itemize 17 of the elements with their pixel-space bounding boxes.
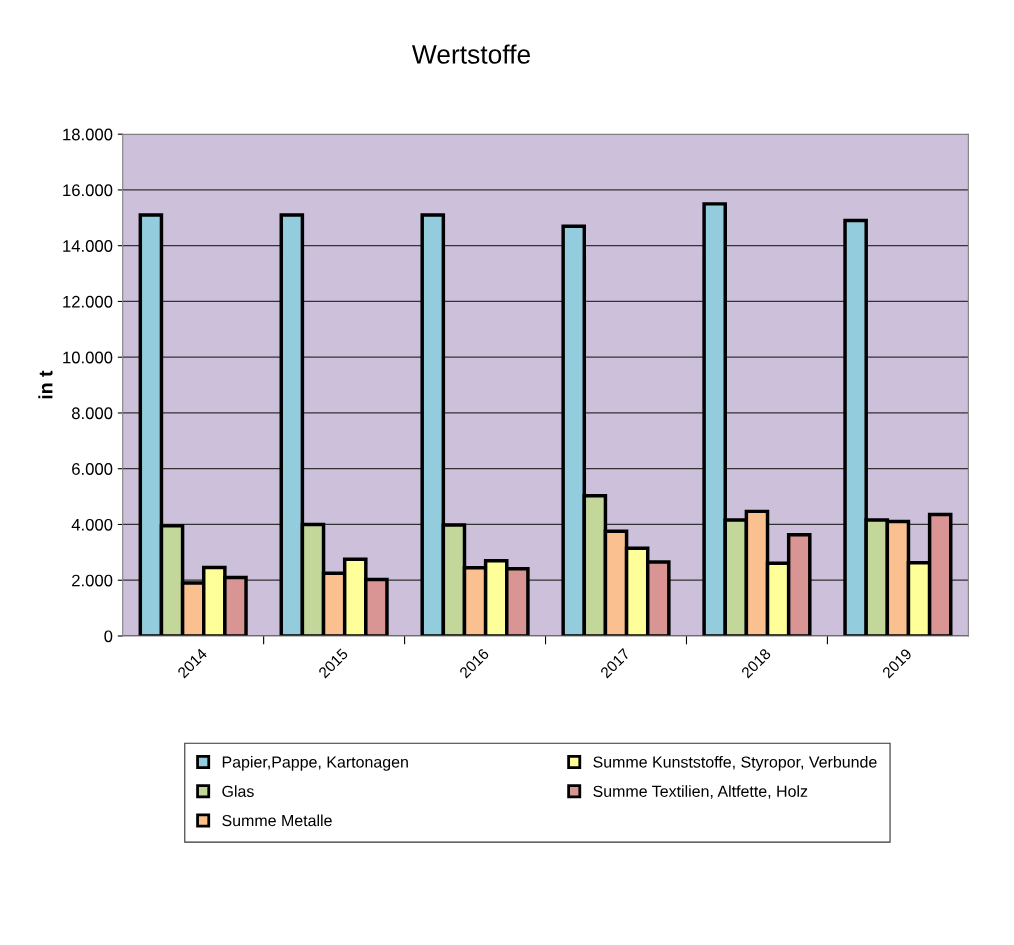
y-tick-label: 12.000 bbox=[63, 295, 113, 308]
y-tick-label: 4.000 bbox=[71, 518, 113, 531]
y-tick-label: 2.000 bbox=[72, 574, 113, 587]
y-tick-label: 16.000 bbox=[63, 184, 113, 197]
legend-label: Glas bbox=[222, 785, 254, 797]
y-tick-label: 10.000 bbox=[63, 351, 113, 364]
y-tick-label: 6.000 bbox=[72, 463, 113, 475]
legend-label: Papier,Pappe, Kartonagen bbox=[222, 755, 408, 771]
legend-label: Summe Textilien, Altfette, Holz bbox=[593, 785, 808, 799]
chart-title: Wertstoffe bbox=[411, 44, 530, 64]
y-tick-label: 18.000 bbox=[63, 128, 113, 141]
y-tick-label: 0 bbox=[104, 630, 113, 643]
y-axis-title: in t bbox=[38, 370, 53, 399]
y-tick-label: 14.000 bbox=[63, 240, 113, 252]
y-tick-label: 8.000 bbox=[71, 407, 113, 420]
legend-label: Summe Kunststoffe, Styropor, Verbunde bbox=[593, 755, 877, 771]
legend-label: Summe Metalle bbox=[222, 814, 332, 827]
